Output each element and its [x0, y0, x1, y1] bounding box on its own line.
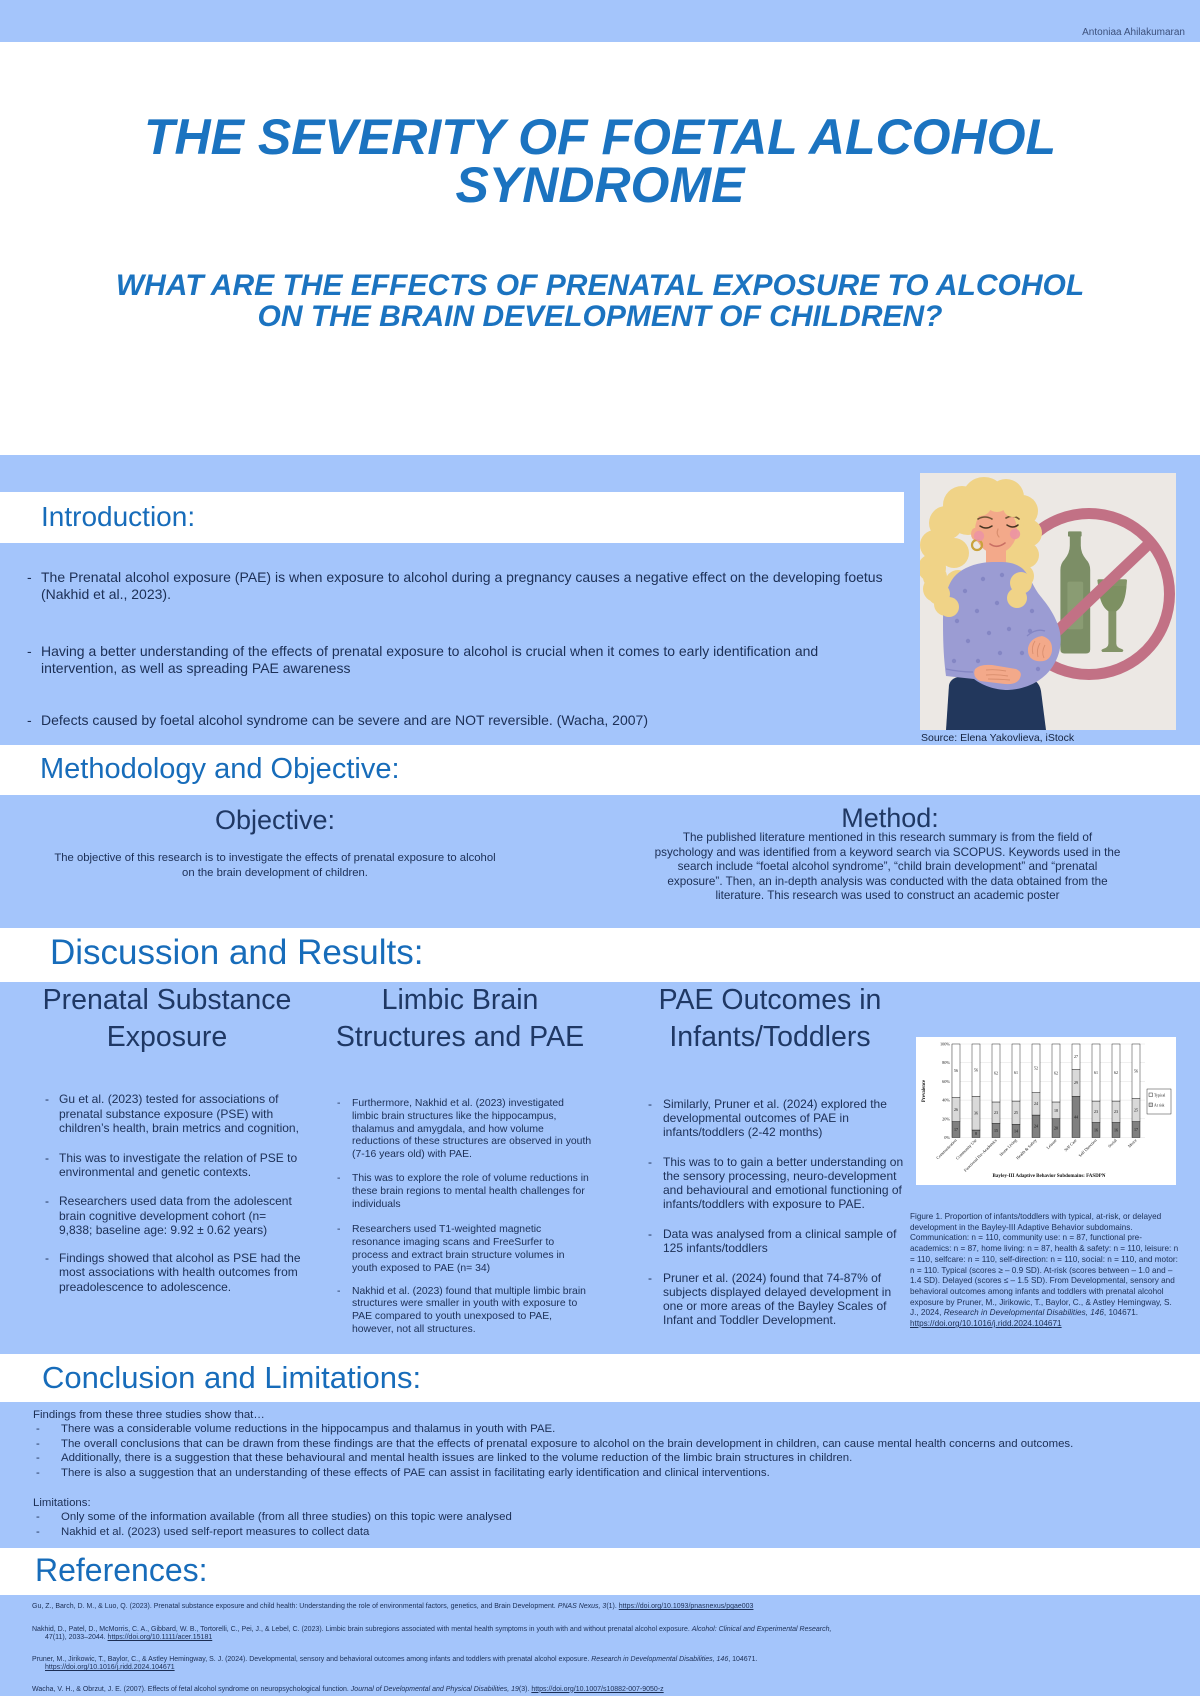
svg-text:17: 17: [1134, 1127, 1138, 1132]
svg-text:56: 56: [1134, 1069, 1138, 1074]
svg-text:62: 62: [1114, 1070, 1118, 1075]
svg-text:62: 62: [1054, 1070, 1058, 1075]
svg-text:40%: 40%: [942, 1098, 950, 1103]
svg-text:62: 62: [994, 1070, 998, 1075]
svg-text:61: 61: [1094, 1070, 1098, 1075]
svg-text:80%: 80%: [942, 1060, 950, 1065]
svg-text:Prevalence: Prevalence: [922, 1080, 927, 1102]
svg-text:60%: 60%: [942, 1079, 950, 1084]
svg-text:15: 15: [994, 1128, 998, 1133]
svg-text:25: 25: [1014, 1110, 1018, 1115]
svg-text:17: 17: [954, 1127, 958, 1132]
svg-text:18: 18: [1054, 1108, 1058, 1113]
svg-text:20: 20: [1054, 1126, 1058, 1131]
svg-text:25: 25: [1134, 1107, 1138, 1112]
svg-text:16: 16: [1114, 1127, 1118, 1132]
svg-text:56: 56: [974, 1068, 978, 1073]
svg-text:27: 27: [1074, 1054, 1078, 1059]
svg-text:8: 8: [975, 1131, 977, 1136]
svg-text:44: 44: [1074, 1114, 1078, 1119]
svg-text:52: 52: [1034, 1066, 1038, 1071]
svg-text:20%: 20%: [942, 1116, 950, 1121]
svg-text:61: 61: [1014, 1070, 1018, 1075]
svg-text:24: 24: [1034, 1124, 1038, 1129]
svg-text:Bayley-III Adaptive Behavior S: Bayley-III Adaptive Behavior Subdomains:…: [993, 1174, 1106, 1179]
svg-text:23: 23: [1114, 1109, 1118, 1114]
svg-text:29: 29: [1074, 1080, 1078, 1085]
svg-text:Social: Social: [1107, 1137, 1119, 1149]
svg-text:0%: 0%: [944, 1135, 950, 1140]
svg-text:100%: 100%: [940, 1042, 950, 1047]
svg-text:16: 16: [1094, 1127, 1098, 1132]
svg-text:14: 14: [1014, 1128, 1018, 1133]
svg-text:36: 36: [974, 1111, 978, 1116]
svg-text:Motor: Motor: [1127, 1137, 1138, 1148]
svg-text:26: 26: [954, 1107, 958, 1112]
svg-text:56: 56: [954, 1068, 958, 1073]
svg-text:24: 24: [1034, 1101, 1038, 1106]
svg-text:23: 23: [994, 1110, 998, 1115]
svg-text:Typical: Typical: [1154, 1093, 1165, 1097]
svg-text:At risk: At risk: [1154, 1103, 1165, 1107]
svg-text:23: 23: [1094, 1109, 1098, 1114]
